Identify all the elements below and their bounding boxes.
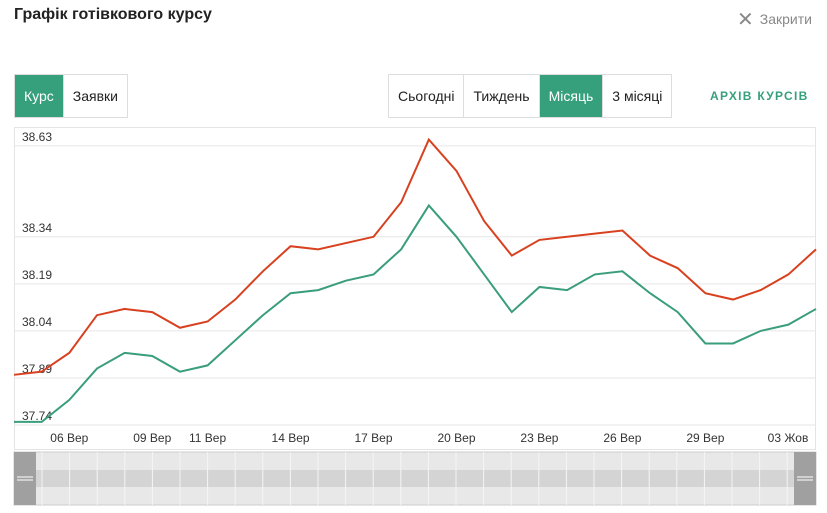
tab[interactable]: Заявки — [62, 75, 127, 117]
title: Графік готівкового курсу — [14, 6, 212, 23]
x-tick-label: 14 Вер — [272, 431, 310, 445]
period-button[interactable]: Тиждень — [463, 75, 538, 117]
x-tick-label: 17 Вер — [354, 431, 392, 445]
period-group: Сьогодні Тиждень Місяць 3 місяці — [388, 74, 673, 118]
tab-group: Курс Заявки — [14, 74, 129, 118]
series-line — [14, 203, 817, 423]
x-tick-label: 20 Вер — [437, 431, 475, 445]
period-button[interactable]: 3 місяці — [602, 75, 671, 117]
navigator-handle — [794, 452, 816, 505]
tab[interactable]: Курс — [15, 75, 63, 117]
y-tick-label: 38.04 — [22, 315, 52, 329]
navigator-handle — [14, 452, 36, 505]
x-tick-label: 06 Вер — [50, 431, 88, 445]
y-tick-label: 38.19 — [22, 268, 52, 282]
series-line — [13, 137, 817, 376]
close-button[interactable]: ✕ Закрити — [737, 9, 812, 31]
period-button[interactable]: Місяць — [538, 75, 603, 117]
x-tick-label: 29 Вер — [686, 431, 724, 445]
y-tick-label: 38.34 — [22, 221, 52, 235]
x-tick-label: 11 Вер — [189, 431, 226, 445]
archive-link[interactable]: АРХІВ КУРСІВ — [710, 89, 809, 103]
x-tick-label: 09 Вер — [133, 431, 171, 445]
close-label: Закрити — [759, 11, 812, 27]
x-tick-label: 23 Вер — [520, 431, 558, 445]
navigator-band — [14, 470, 816, 487]
x-tick-label: 03 Жов — [768, 431, 809, 445]
y-tick-label: 38.63 — [22, 130, 52, 144]
x-tick-label: 26 Вер — [603, 431, 641, 445]
period-button[interactable]: Сьогодні — [398, 88, 455, 104]
plot-frame — [14, 127, 816, 450]
